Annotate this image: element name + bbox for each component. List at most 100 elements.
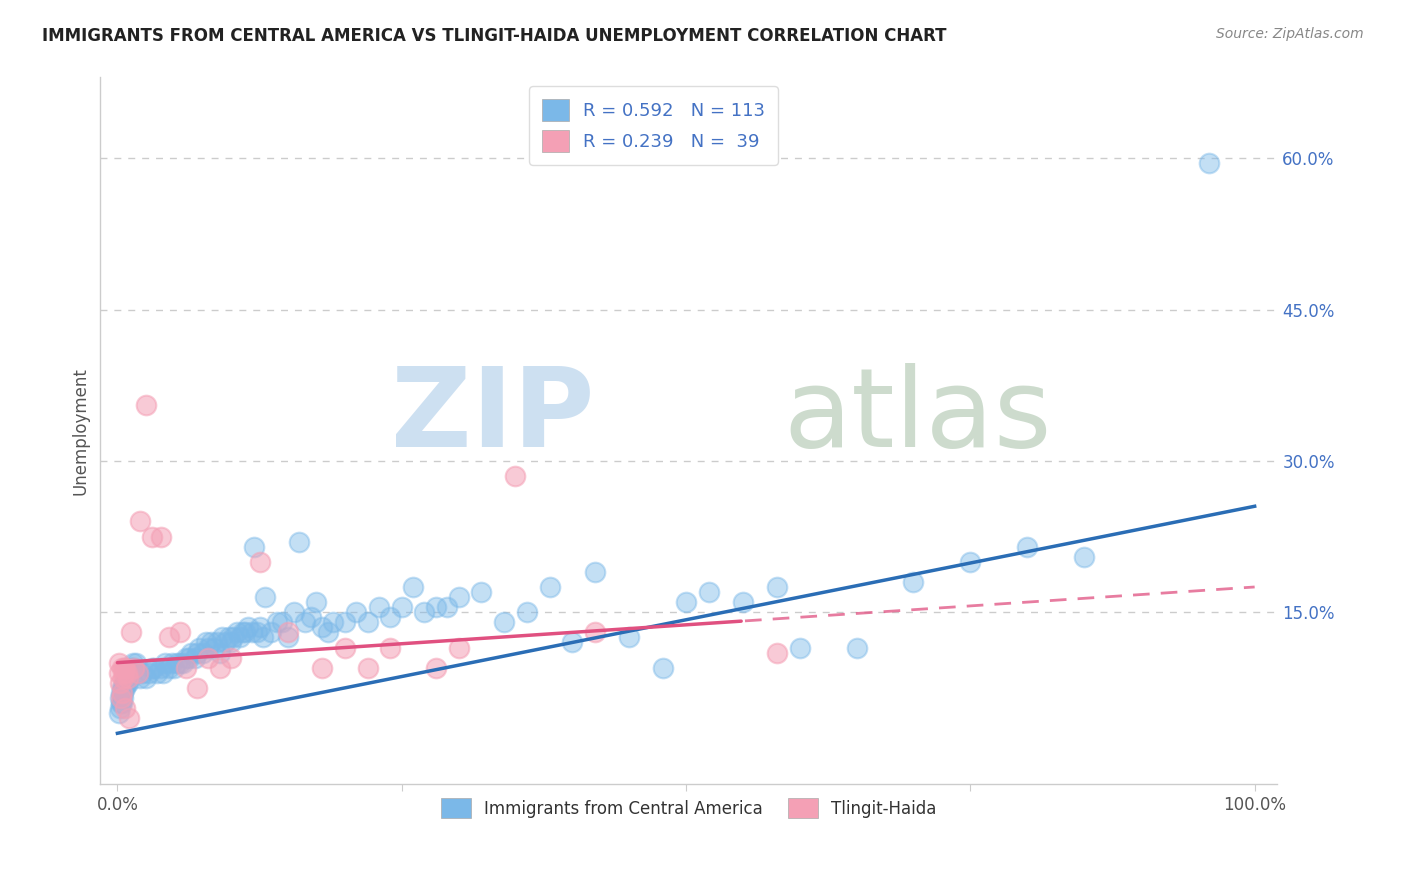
Point: [112, 676, 135, 690]
Point: [115, 676, 138, 690]
Point: [114, 676, 136, 690]
Point: [117, 665, 139, 680]
Point: [316, 625, 339, 640]
Point: [112, 686, 135, 700]
Point: [149, 529, 172, 543]
Point: [494, 615, 516, 630]
Point: [107, 706, 129, 720]
Point: [120, 661, 142, 675]
Point: [413, 605, 436, 619]
Point: [112, 681, 135, 695]
Point: [252, 631, 274, 645]
Point: [142, 661, 165, 675]
Text: atlas: atlas: [783, 363, 1052, 470]
Point: [114, 661, 136, 675]
Point: [174, 661, 197, 675]
Point: [112, 671, 135, 685]
Point: [299, 610, 322, 624]
Point: [380, 640, 402, 655]
Point: [229, 631, 252, 645]
Point: [157, 661, 180, 675]
Point: [117, 671, 139, 685]
Point: [219, 650, 242, 665]
Point: [240, 625, 263, 640]
Point: [110, 696, 132, 710]
Point: [115, 671, 138, 685]
Point: [135, 671, 157, 685]
Point: [356, 615, 378, 630]
Point: [107, 665, 129, 680]
Point: [538, 580, 561, 594]
Point: [249, 620, 271, 634]
Point: [129, 515, 152, 529]
Point: [107, 656, 129, 670]
Point: [219, 635, 242, 649]
Point: [425, 661, 447, 675]
Point: [122, 656, 145, 670]
Point: [153, 656, 176, 670]
Point: [138, 665, 160, 680]
Point: [249, 555, 271, 569]
Point: [238, 620, 260, 634]
Point: [283, 605, 305, 619]
Point: [112, 690, 135, 705]
Point: [211, 631, 233, 645]
Point: [845, 640, 868, 655]
Point: [208, 646, 231, 660]
Point: [141, 661, 163, 675]
Point: [127, 665, 149, 680]
Point: [214, 635, 236, 649]
Point: [114, 701, 136, 715]
Text: Source: ZipAtlas.com: Source: ZipAtlas.com: [1216, 27, 1364, 41]
Point: [231, 625, 253, 640]
Point: [108, 690, 131, 705]
Point: [111, 686, 134, 700]
Point: [402, 580, 425, 594]
Point: [118, 711, 141, 725]
Point: [152, 665, 174, 680]
Point: [108, 701, 131, 715]
Point: [186, 681, 208, 695]
Point: [135, 398, 157, 412]
Point: [447, 590, 470, 604]
Point: [160, 656, 183, 670]
Point: [356, 661, 378, 675]
Point: [110, 686, 132, 700]
Point: [127, 665, 149, 680]
Legend: Immigrants from Central America, Tlingit-Haida: Immigrants from Central America, Tlingit…: [434, 791, 943, 825]
Point: [322, 615, 344, 630]
Point: [254, 590, 277, 604]
Point: [117, 676, 139, 690]
Point: [294, 615, 316, 630]
Point: [121, 661, 143, 675]
Point: [305, 595, 328, 609]
Point: [115, 665, 138, 680]
Point: [180, 646, 202, 660]
Point: [789, 640, 811, 655]
Point: [146, 665, 169, 680]
Point: [112, 661, 135, 675]
Point: [172, 656, 194, 670]
Y-axis label: Unemployment: Unemployment: [72, 367, 89, 494]
Point: [766, 580, 789, 594]
Point: [333, 615, 356, 630]
Point: [110, 690, 132, 705]
Point: [516, 605, 538, 619]
Point: [124, 661, 146, 675]
Point: [225, 625, 247, 640]
Point: [186, 646, 208, 660]
Point: [118, 665, 141, 680]
Point: [959, 555, 981, 569]
Text: IMMIGRANTS FROM CENTRAL AMERICA VS TLINGIT-HAIDA UNEMPLOYMENT CORRELATION CHART: IMMIGRANTS FROM CENTRAL AMERICA VS TLING…: [42, 27, 946, 45]
Point: [277, 631, 299, 645]
Point: [124, 661, 146, 675]
Point: [311, 661, 333, 675]
Point: [425, 600, 447, 615]
Point: [288, 534, 311, 549]
Point: [222, 631, 245, 645]
Point: [207, 635, 229, 649]
Point: [333, 640, 356, 655]
Point: [131, 665, 153, 680]
Point: [149, 661, 172, 675]
Point: [200, 635, 222, 649]
